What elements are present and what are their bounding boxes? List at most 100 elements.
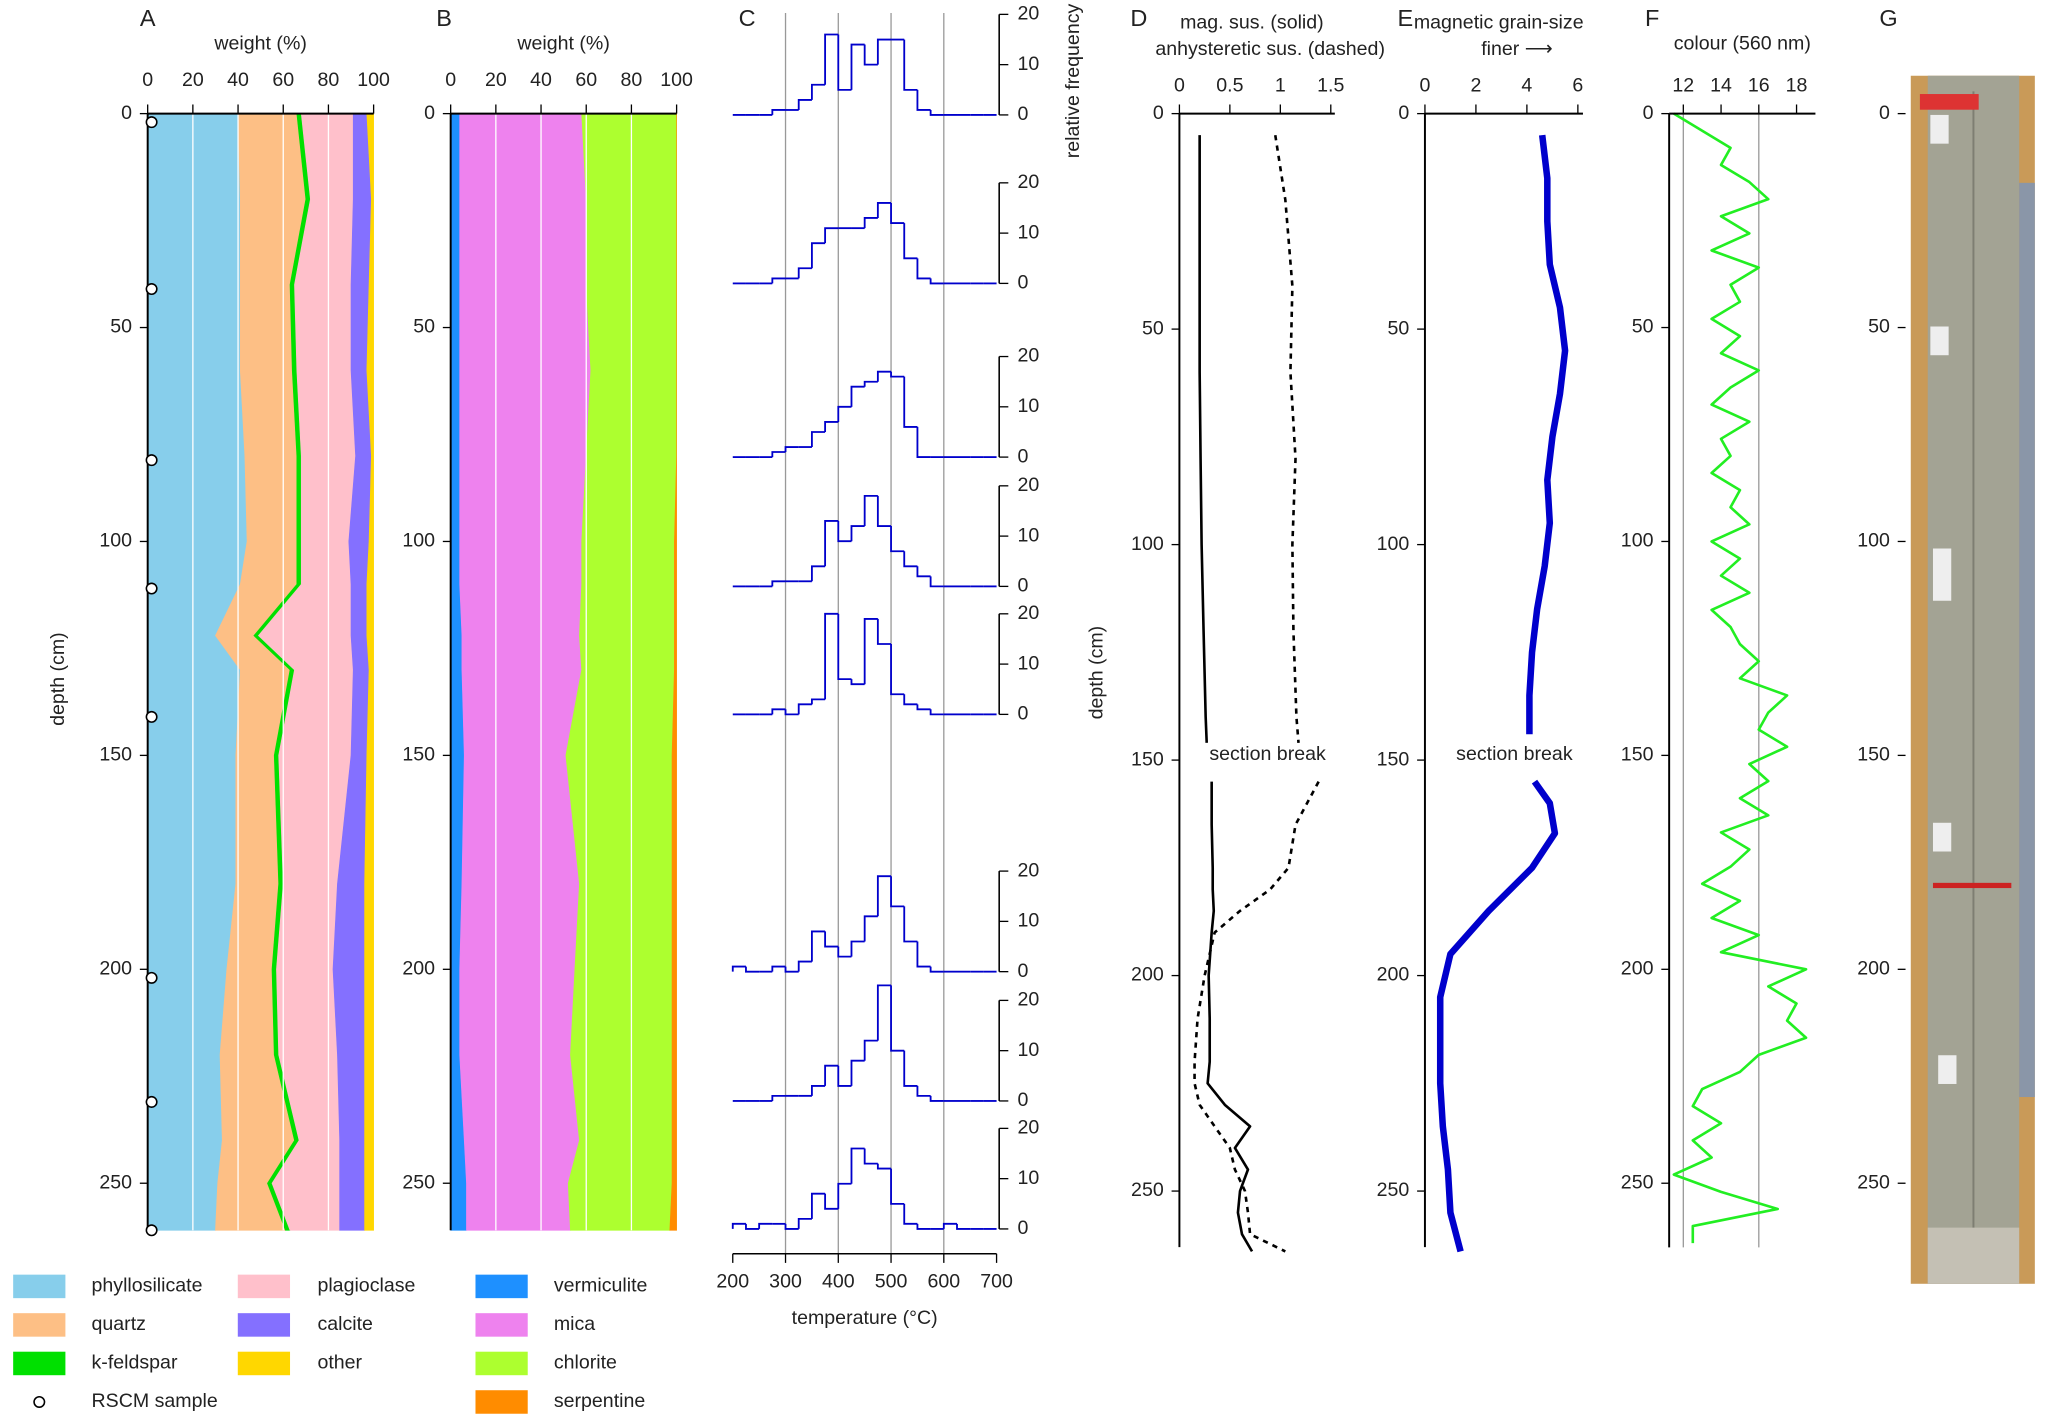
histogram-bin (824, 421, 839, 433)
rscm-sample (145, 454, 158, 467)
x-tick-label: 60 (575, 69, 597, 91)
line (1672, 112, 1808, 1244)
y-tick-label: 250 (99, 1171, 132, 1193)
x-tick-label: 80 (318, 69, 340, 91)
panel-letter: B (436, 5, 452, 31)
panel-title: mag. sus. (solid) (1180, 12, 1324, 34)
x-tick-label: 40 (530, 69, 552, 91)
histogram-bin (942, 1222, 958, 1229)
histogram-bin (903, 694, 918, 706)
histogram-bin (903, 1050, 918, 1087)
histogram-bin (890, 526, 905, 553)
y-axis-label: relative frequency (1062, 4, 1084, 159)
y-tick-label: 200 (99, 957, 132, 979)
histogram-bin (758, 1222, 773, 1229)
histogram-bin (771, 451, 786, 458)
histogram-bin (850, 1059, 865, 1086)
histogram-bin (876, 875, 892, 917)
y-tick-label: 10 (1017, 910, 1039, 932)
area (364, 113, 374, 1231)
y-tick-label: 10 (1017, 652, 1039, 674)
histogram-bin (929, 278, 944, 285)
y-tick-label: 150 (99, 744, 132, 766)
x-tick-label: 14 (1710, 74, 1732, 96)
y-tick-label: 100 (1857, 530, 1890, 552)
panel-letter: E (1398, 5, 1414, 31)
x-tick-label: 20 (182, 69, 204, 91)
histogram-bin (863, 1039, 878, 1061)
y-tick-label: 0 (1017, 445, 1028, 467)
histogram-bin (850, 43, 865, 90)
y-tick-label: 50 (1142, 317, 1164, 339)
histogram-bin (929, 576, 944, 588)
y-tick-label: 0 (1017, 1217, 1028, 1239)
histogram-bin (903, 376, 918, 428)
y-tick-label: 20 (1017, 859, 1039, 881)
y-tick-label: 10 (1017, 1039, 1039, 1061)
y-tick-label: 100 (99, 530, 132, 552)
histogram-bin (876, 1163, 892, 1170)
histogram-bin (731, 1222, 746, 1229)
histogram-bin (850, 385, 865, 407)
histogram-bin (837, 613, 852, 681)
histogram-bin (837, 946, 852, 958)
legend-label: chlorite (554, 1352, 617, 1374)
x-tick-label: 100 (357, 69, 390, 91)
x-axis-label: weight (%) (516, 33, 609, 55)
x-tick-label: 16 (1748, 74, 1770, 96)
photo-tag (1930, 114, 1949, 144)
y-tick-label: 0 (1017, 272, 1028, 294)
histogram-bin (863, 494, 878, 527)
y-tick-label: 200 (1131, 964, 1164, 986)
histogram-bin (863, 617, 878, 685)
rscm-sample (145, 116, 158, 129)
panel-title: colour (560 nm) (1674, 33, 1811, 55)
y-tick-label: 150 (1377, 748, 1410, 770)
y-tick-label: 50 (413, 316, 435, 338)
histogram-bin (810, 698, 826, 705)
histogram-bin (810, 930, 826, 962)
histogram-bin (784, 1223, 799, 1230)
histogram-bin (771, 1094, 786, 1101)
y-tick-label: 100 (1131, 533, 1164, 555)
y-tick-label: 250 (1621, 1171, 1654, 1193)
legend-swatch (237, 1274, 291, 1299)
panel-title: magnetic grain-size (1414, 12, 1584, 34)
x-tick-label: 200 (716, 1271, 749, 1293)
histogram-bin (863, 380, 878, 387)
y-tick-label: 150 (1857, 744, 1890, 766)
x-tick-label: 0 (1174, 74, 1185, 96)
annotation: section break (1456, 743, 1573, 765)
histogram-bin (850, 1147, 865, 1184)
histogram-bin (929, 1095, 944, 1102)
legend-swatch (475, 1390, 528, 1414)
histogram-bin (824, 1064, 839, 1086)
x-tick-label: 20 (485, 69, 507, 91)
y-axis-label: depth (cm) (47, 632, 69, 726)
legend-label: other (317, 1352, 362, 1374)
x-tick-label: 400 (822, 1271, 855, 1293)
histogram-bin (771, 708, 786, 715)
rscm-sample (145, 283, 158, 296)
panel-title: finer ⟶ (1481, 38, 1553, 60)
y-tick-label: 10 (1017, 524, 1039, 546)
rscm-sample (145, 1224, 158, 1237)
photo-tag (1932, 822, 1952, 852)
histogram-bin (837, 405, 852, 422)
histogram-bin (784, 446, 799, 453)
legend-swatch (13, 1351, 66, 1376)
photo-tag (1938, 1055, 1957, 1084)
y-tick-label: 0 (121, 102, 132, 124)
histogram-bin (903, 1203, 918, 1225)
histogram-bin (863, 1148, 878, 1165)
y-tick-label: 100 (402, 530, 435, 552)
histogram-bin (903, 906, 918, 943)
histogram-bin (863, 217, 878, 229)
y-tick-label: 0 (1017, 103, 1028, 125)
histogram-bin (810, 242, 826, 269)
x-tick-label: 100 (660, 69, 693, 91)
y-tick-label: 250 (1377, 1179, 1410, 1201)
core-photo (1910, 75, 2035, 1284)
